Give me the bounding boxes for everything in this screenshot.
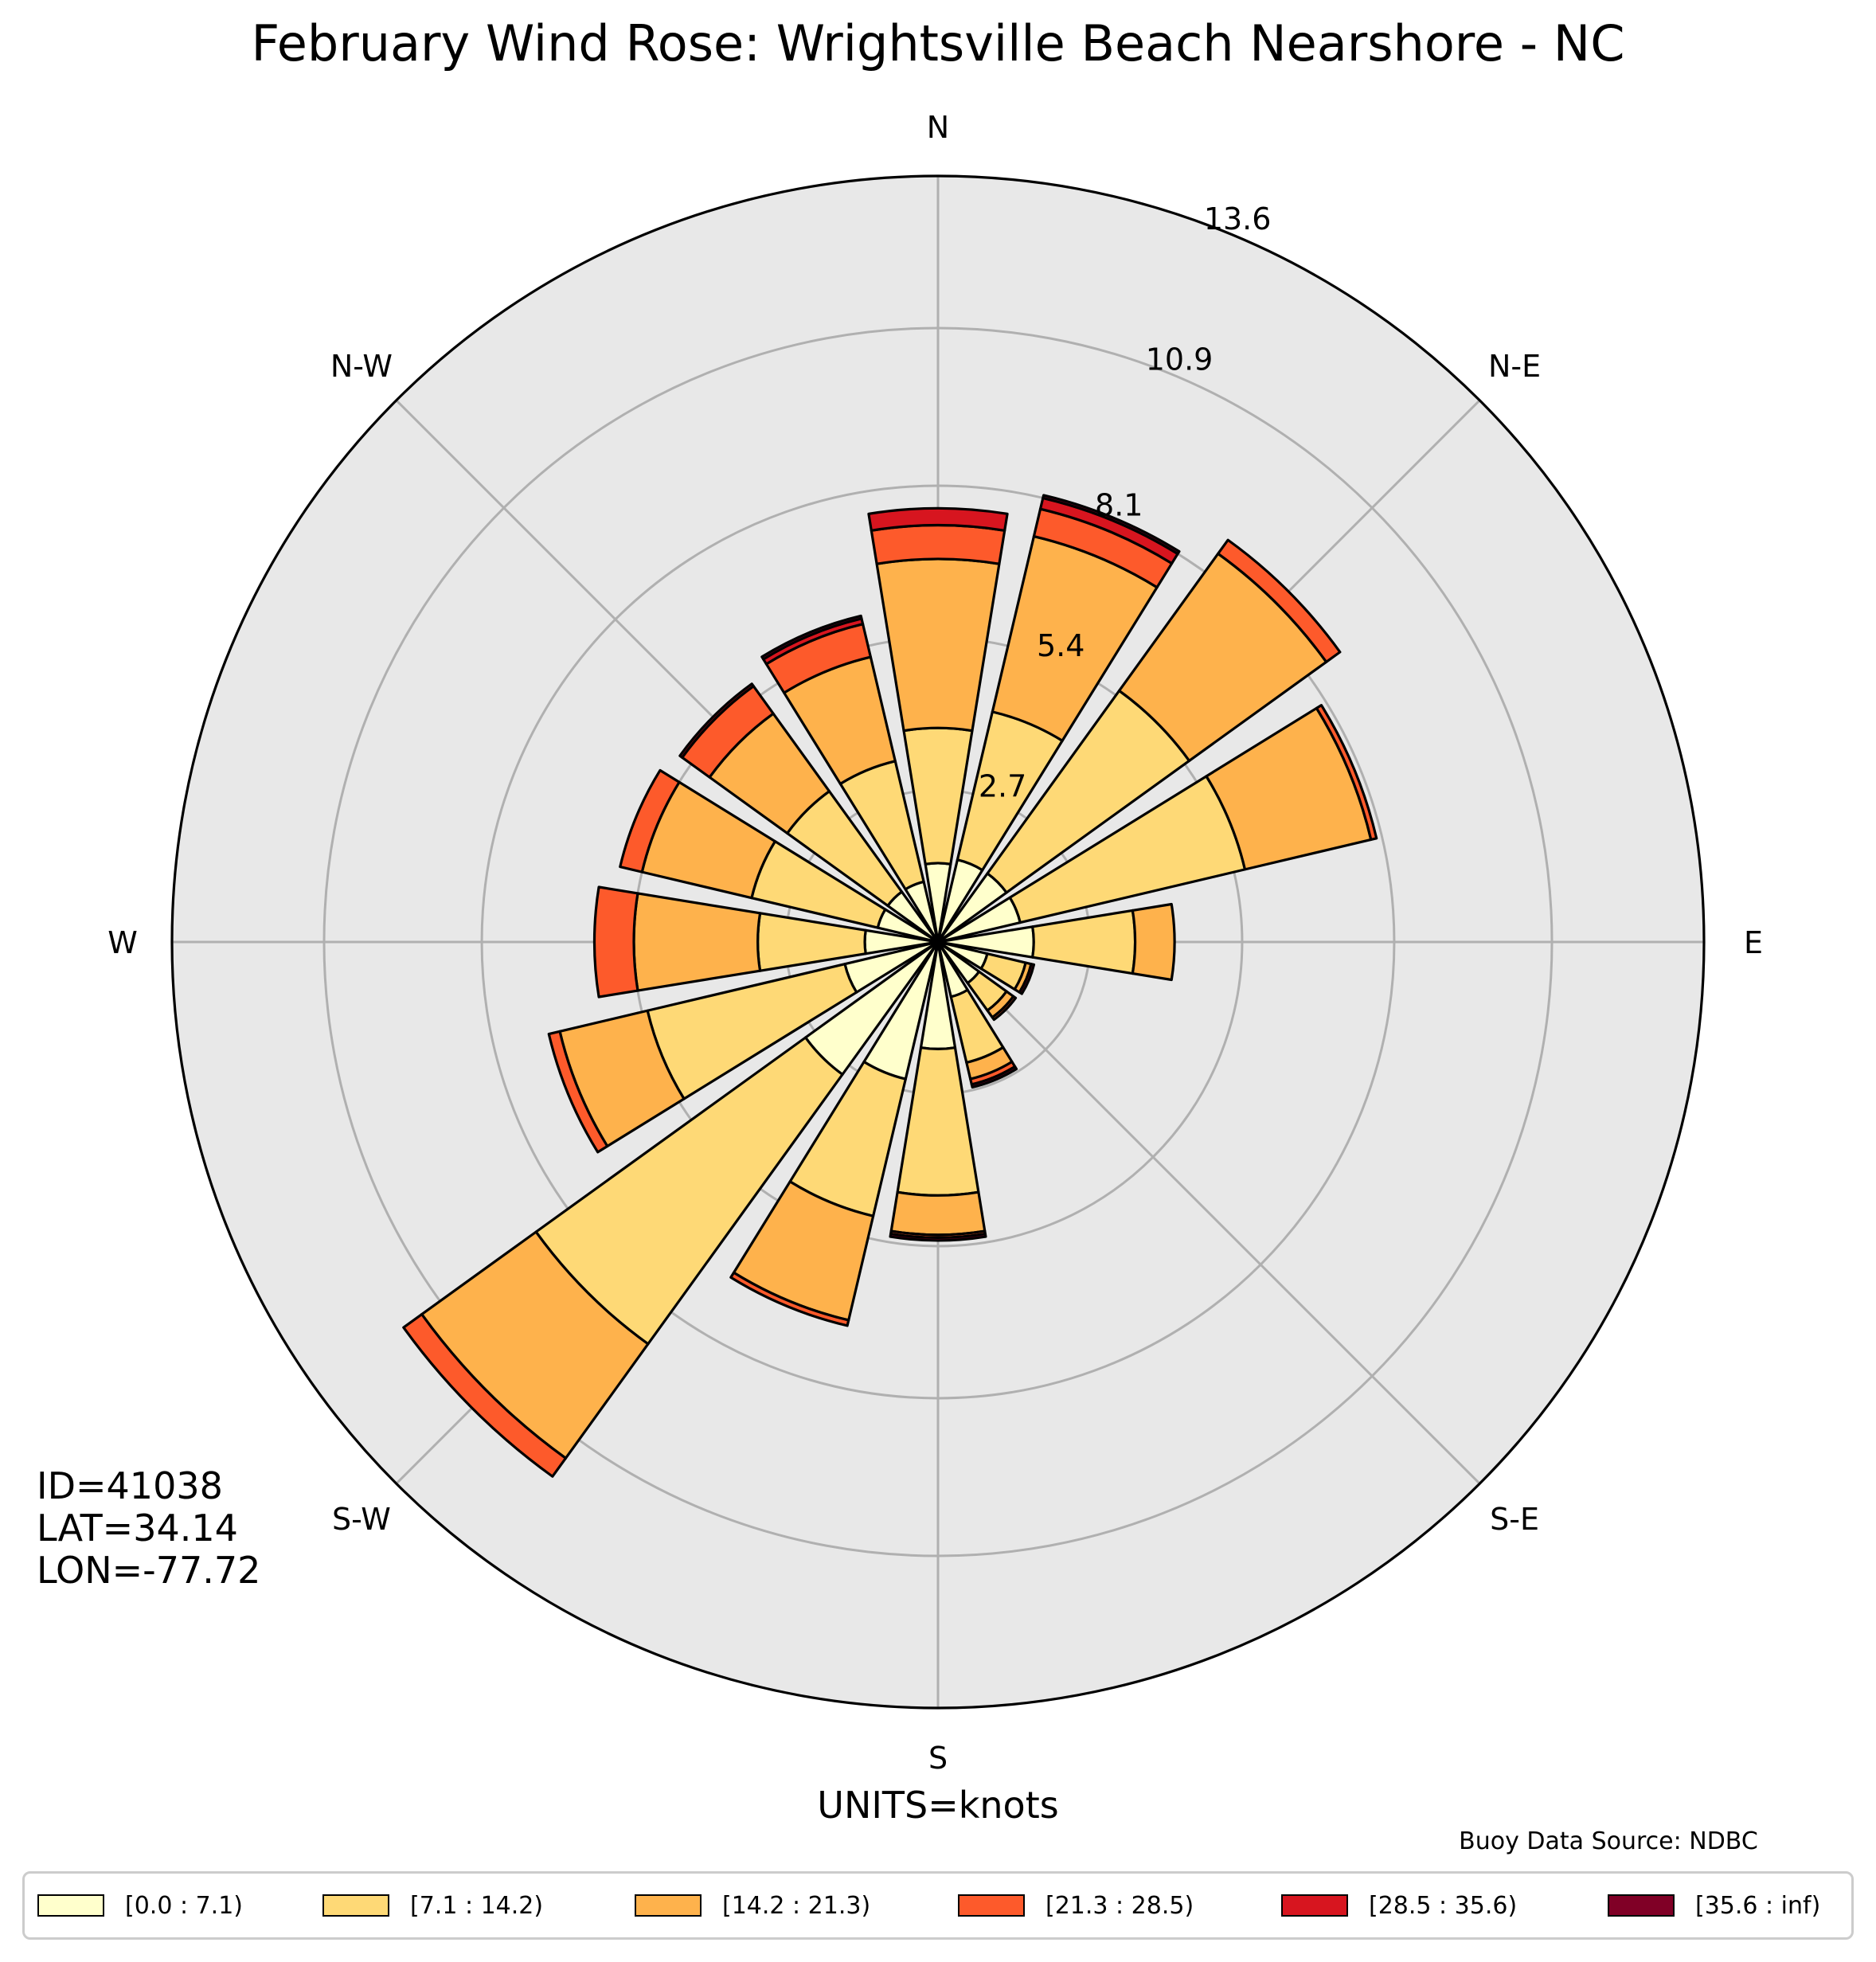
data-source-label: Buoy Data Source: NDBC	[1459, 1827, 1758, 1855]
legend-item: [7.1 : 14.2)	[322, 1874, 543, 1937]
angular-gridline	[936, 940, 1481, 1485]
legend-swatch	[1608, 1894, 1675, 1917]
legend-label: [0.0 : 7.1)	[125, 1891, 244, 1920]
radial-tick-label: 5.4	[1037, 628, 1085, 663]
wind-bar-segment	[970, 1065, 1018, 1089]
direction-label: W	[107, 925, 138, 960]
direction-label: S-E	[1490, 1502, 1539, 1537]
wind-bar-segment	[889, 1190, 987, 1237]
station-id: ID=41038	[37, 1464, 223, 1507]
wind-bar-segment	[991, 995, 1018, 1022]
direction-label: N	[927, 110, 949, 145]
wind-bar-segment	[889, 1232, 987, 1242]
legend-label: [21.3 : 28.5)	[1045, 1891, 1194, 1920]
wind-bar-segment	[592, 885, 639, 999]
legend-item: [28.5 : 35.6)	[1281, 1874, 1517, 1937]
radial-tick-label: 13.6	[1204, 201, 1272, 236]
wind-bar-segment	[870, 524, 1006, 565]
wind-bar-segment	[729, 1271, 850, 1327]
wind-bar-segment	[1042, 494, 1181, 556]
legend: [0.0 : 7.1) [7.1 : 14.2) [14.2 : 21.3) [21.…	[22, 1871, 1854, 1940]
wind-bar-segment	[1018, 963, 1036, 995]
direction-label: S-W	[332, 1502, 391, 1537]
wind-rose-chart: 2.7 5.4 8.1 10.9 13.6 N N-E E S-E S S-W W N-W	[107, 110, 1763, 1776]
wind-bar-segment	[760, 614, 863, 661]
legend-item: [0.0 : 7.1)	[37, 1874, 243, 1937]
legend-label: [14.2 : 21.3)	[722, 1891, 871, 1920]
units-label: UNITS=knots	[817, 1784, 1059, 1827]
chart-title: February Wind Rose: Wrightsville Beach N…	[251, 14, 1625, 72]
direction-label: N-E	[1488, 349, 1541, 384]
radial-tick-label: 8.1	[1095, 488, 1143, 523]
wind-bar-segment	[402, 1312, 568, 1478]
wind-bar-segment	[619, 768, 681, 874]
station-lat: LAT=34.14	[37, 1507, 238, 1550]
station-lon: LON=-77.72	[37, 1549, 261, 1592]
wind-bar-segment	[1131, 902, 1176, 982]
legend-item: [21.3 : 28.5)	[958, 1874, 1194, 1937]
legend-swatch	[1281, 1894, 1348, 1917]
legend-swatch	[635, 1894, 702, 1917]
station-info: ID=41038 LAT=34.14 LON=-77.72	[37, 1465, 260, 1592]
direction-label: S	[928, 1741, 948, 1776]
radial-tick-label: 2.7	[979, 769, 1026, 804]
legend-swatch	[958, 1894, 1025, 1917]
legend-item: [35.6 : inf)	[1608, 1874, 1820, 1937]
legend-swatch	[37, 1894, 104, 1917]
plot-border	[170, 174, 1706, 1710]
wind-bar-segment	[1315, 704, 1378, 842]
radial-tick-label: 10.9	[1146, 342, 1214, 377]
legend-swatch	[322, 1894, 389, 1917]
wind-bar-segment	[1217, 538, 1342, 663]
wind-bar-segment	[867, 506, 1009, 532]
wind-bar-segment	[547, 1030, 609, 1154]
legend-item: [14.2 : 21.3)	[635, 1874, 870, 1937]
legend-label: [35.6 : inf)	[1695, 1891, 1821, 1920]
direction-label: N-W	[330, 349, 393, 384]
legend-label: [7.1 : 14.2)	[410, 1891, 544, 1920]
wind-bar-segment	[678, 682, 755, 759]
direction-label: E	[1744, 925, 1763, 960]
legend-label: [28.5 : 35.6)	[1369, 1891, 1518, 1920]
